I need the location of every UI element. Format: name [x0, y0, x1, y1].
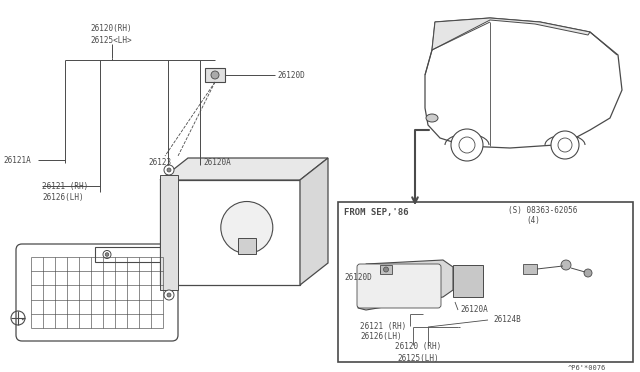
Circle shape — [451, 129, 483, 161]
Text: 26120A: 26120A — [203, 157, 231, 167]
Polygon shape — [358, 260, 453, 310]
Circle shape — [105, 253, 109, 256]
Circle shape — [211, 71, 219, 79]
Circle shape — [167, 168, 171, 172]
Text: 26120D: 26120D — [277, 71, 305, 80]
Text: 26120 (RH): 26120 (RH) — [395, 343, 441, 352]
Text: ^P6'*0076: ^P6'*0076 — [568, 365, 606, 371]
Polygon shape — [432, 18, 590, 50]
Ellipse shape — [426, 114, 438, 122]
Text: 26124B: 26124B — [493, 315, 521, 324]
Circle shape — [164, 165, 174, 175]
Text: 26120A: 26120A — [460, 305, 488, 314]
FancyBboxPatch shape — [16, 244, 178, 341]
Text: (4): (4) — [526, 215, 540, 224]
Bar — [523, 264, 537, 274]
Circle shape — [561, 260, 571, 270]
Text: FROM SEP,'86: FROM SEP,'86 — [344, 208, 408, 217]
Text: 26121 (RH): 26121 (RH) — [42, 182, 88, 190]
Polygon shape — [160, 175, 178, 290]
Text: 26120D: 26120D — [344, 273, 372, 282]
FancyBboxPatch shape — [357, 264, 441, 308]
Bar — [380, 265, 392, 274]
Bar — [338, 202, 633, 362]
Circle shape — [551, 131, 579, 159]
Polygon shape — [425, 18, 622, 148]
Circle shape — [167, 293, 171, 297]
Bar — [95, 247, 223, 262]
Circle shape — [207, 250, 215, 259]
Circle shape — [383, 267, 388, 272]
Text: 26123: 26123 — [148, 157, 171, 167]
Text: 26126(LH): 26126(LH) — [360, 333, 402, 341]
Text: 26121A: 26121A — [3, 155, 31, 164]
Bar — [205, 68, 225, 82]
Circle shape — [164, 290, 174, 300]
Bar — [453, 265, 483, 297]
Text: (S) 08363-62056: (S) 08363-62056 — [508, 205, 577, 215]
Text: 26125<LH>: 26125<LH> — [90, 35, 132, 45]
Circle shape — [221, 202, 273, 253]
Circle shape — [584, 269, 592, 277]
Circle shape — [209, 253, 212, 256]
Bar — [238, 237, 256, 253]
Polygon shape — [160, 158, 328, 180]
Text: 26126(LH): 26126(LH) — [42, 192, 84, 202]
Circle shape — [103, 250, 111, 259]
Polygon shape — [300, 158, 328, 285]
Text: 26121 (RH): 26121 (RH) — [360, 321, 406, 330]
Polygon shape — [160, 180, 300, 285]
Text: 26120(RH): 26120(RH) — [90, 23, 132, 32]
Text: 26125(LH): 26125(LH) — [397, 353, 439, 362]
